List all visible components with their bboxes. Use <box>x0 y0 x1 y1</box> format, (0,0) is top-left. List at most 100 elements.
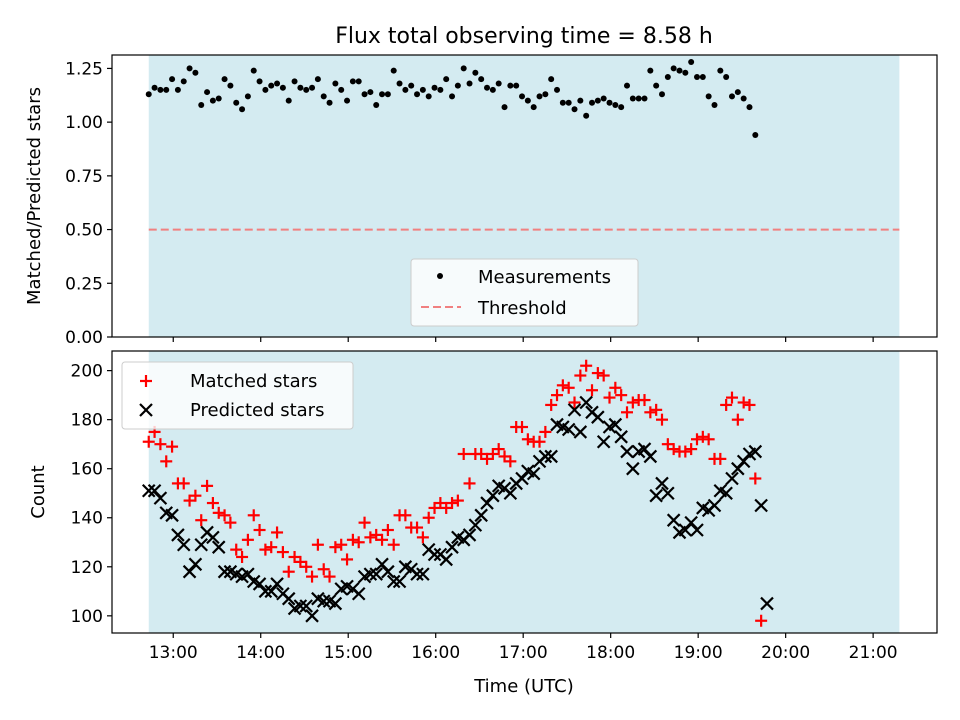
predicted-star-point <box>626 461 640 476</box>
predicted-star-point <box>666 513 681 527</box>
predicted-star-point <box>176 537 191 552</box>
bottom-y-axis-label: Count <box>28 465 49 518</box>
matched-star-point <box>696 430 709 443</box>
predicted-star-point <box>754 498 768 513</box>
measurement-point <box>239 106 246 113</box>
matched-star-point <box>492 443 505 456</box>
measurement-point <box>163 86 170 93</box>
measurement-point <box>734 89 741 96</box>
predicted-star-point <box>760 596 774 611</box>
top-axes-frame <box>111 54 938 338</box>
measurement-point <box>519 93 526 100</box>
measurement-point <box>390 67 397 74</box>
measurement-point <box>653 82 660 89</box>
measurement-point <box>408 82 415 89</box>
matched-star-point <box>411 521 424 534</box>
matched-star-point <box>457 447 470 460</box>
measurement-point <box>583 112 590 119</box>
measurement-point <box>554 86 561 93</box>
predicted-star-point <box>579 395 593 410</box>
predicted-star-point <box>503 486 518 501</box>
predicted-star-point <box>281 591 296 606</box>
matched-star-point <box>702 433 715 446</box>
predicted-star-point <box>544 449 558 464</box>
top-y-tick-label: 1.25 <box>65 59 103 79</box>
matched-star-point <box>399 509 412 522</box>
predicted-star-point <box>392 574 407 589</box>
predicted-star-point <box>462 528 477 542</box>
predicted-star-point <box>526 466 541 481</box>
matched-star-point <box>206 497 219 510</box>
matched-star-point <box>142 435 155 448</box>
matched-star-point <box>603 391 616 404</box>
predicted-star-point <box>474 508 488 523</box>
measurement-point <box>629 95 636 102</box>
measurement-point <box>186 65 193 72</box>
predicted-star-point <box>217 564 232 579</box>
predicted-star-point <box>206 530 220 545</box>
top-y-tick-label: 0.75 <box>65 167 103 187</box>
measurement-point <box>180 78 187 85</box>
matched-star-point <box>276 546 289 559</box>
measurement-point <box>501 104 508 111</box>
measurement-point <box>513 82 520 89</box>
matched-star-point <box>656 413 668 426</box>
matched-star-point <box>463 477 476 490</box>
measurement-points <box>145 58 759 139</box>
legend-measurements-swatch <box>437 273 443 279</box>
measurement-point <box>338 86 345 93</box>
matched-star-point <box>562 381 575 394</box>
matched-star-point <box>615 389 628 402</box>
predicted-star-point <box>573 425 588 439</box>
top-y-tick-label: 0.00 <box>65 328 103 348</box>
measurement-point <box>274 80 281 87</box>
matched-star-point <box>195 514 208 527</box>
measurement-point <box>536 93 543 100</box>
predicted-star-point <box>561 422 576 437</box>
measurement-point <box>484 84 491 91</box>
matched-star-point <box>743 398 756 411</box>
measurement-point <box>268 82 275 89</box>
measurement-point <box>332 80 339 87</box>
matched-star-point <box>241 533 254 546</box>
bottom-y-tick-label: 140 <box>71 509 103 529</box>
measurement-point <box>548 76 555 83</box>
measurement-point <box>309 84 316 91</box>
matched-star-point <box>516 421 529 434</box>
matched-star-point <box>271 526 284 539</box>
measurement-point <box>682 69 689 76</box>
measurement-point <box>291 78 298 85</box>
matched-star-point <box>317 563 330 576</box>
measurement-point <box>635 95 642 102</box>
matched-star-point <box>451 494 464 507</box>
measurement-point <box>379 91 386 98</box>
matched-star-point <box>714 452 727 465</box>
predicted-star-point <box>608 417 623 432</box>
measurement-point <box>693 74 700 81</box>
matched-star-point <box>329 541 342 554</box>
measurement-point <box>174 86 181 93</box>
matched-star-point <box>166 440 179 453</box>
x-tick-label: 21:00 <box>849 643 898 663</box>
predicted-star-point <box>305 609 319 623</box>
bottom-axes-frame <box>111 350 938 634</box>
matched-star-point <box>446 497 459 510</box>
measurement-point <box>419 86 426 93</box>
measurement-point <box>647 67 654 74</box>
matched-stars-points <box>142 359 768 627</box>
predicted-star-point <box>655 476 669 491</box>
predicted-star-point <box>614 430 628 444</box>
measurement-point <box>449 93 456 100</box>
measurement-point <box>711 101 718 108</box>
matched-star-point <box>189 489 202 502</box>
predicted-star-point <box>211 540 226 554</box>
predicted-star-point <box>293 599 308 613</box>
matched-star-point <box>650 403 663 416</box>
predicted-star-point <box>316 594 331 608</box>
measurement-point <box>606 99 613 106</box>
x-tick-label: 17:00 <box>499 643 548 663</box>
predicted-star-point <box>188 557 203 572</box>
matched-star-point <box>346 533 359 546</box>
